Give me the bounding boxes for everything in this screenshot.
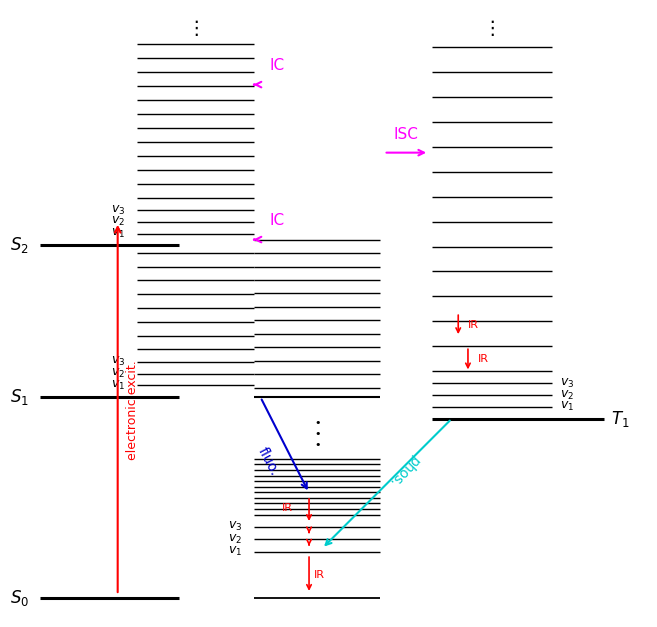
Text: IC: IC (269, 58, 284, 73)
Text: IR: IR (478, 354, 489, 364)
Text: $S_0$: $S_0$ (9, 588, 29, 608)
Text: $T_1$: $T_1$ (611, 409, 629, 429)
Text: ⋮: ⋮ (482, 19, 502, 38)
Text: •: • (314, 440, 321, 450)
Text: $v_1$: $v_1$ (111, 379, 125, 392)
Text: $S_2$: $S_2$ (10, 236, 28, 255)
Text: $S_1$: $S_1$ (10, 387, 28, 407)
Text: $v_2$: $v_2$ (112, 216, 125, 228)
Text: $v_1$: $v_1$ (111, 227, 125, 240)
Text: phos.: phos. (385, 453, 421, 490)
Text: •: • (314, 418, 321, 428)
Text: IR: IR (468, 320, 479, 330)
Text: $v_3$: $v_3$ (228, 520, 242, 534)
Text: •: • (314, 429, 321, 439)
Text: IR: IR (282, 503, 293, 514)
Text: $v_2$: $v_2$ (560, 389, 574, 402)
Text: $v_3$: $v_3$ (560, 377, 574, 390)
Text: electronic excit.: electronic excit. (126, 360, 139, 460)
Text: $v_3$: $v_3$ (111, 204, 125, 217)
Text: $v_1$: $v_1$ (560, 401, 574, 413)
Text: IR: IR (314, 570, 325, 580)
Text: IC: IC (269, 213, 284, 228)
Text: $v_1$: $v_1$ (228, 545, 242, 558)
Text: fluo.: fluo. (256, 445, 282, 478)
Text: ISC: ISC (394, 127, 419, 142)
Text: $v_2$: $v_2$ (112, 367, 125, 380)
Text: $v_2$: $v_2$ (228, 533, 242, 546)
Text: ⋮: ⋮ (186, 19, 205, 38)
Text: $v_3$: $v_3$ (111, 356, 125, 368)
